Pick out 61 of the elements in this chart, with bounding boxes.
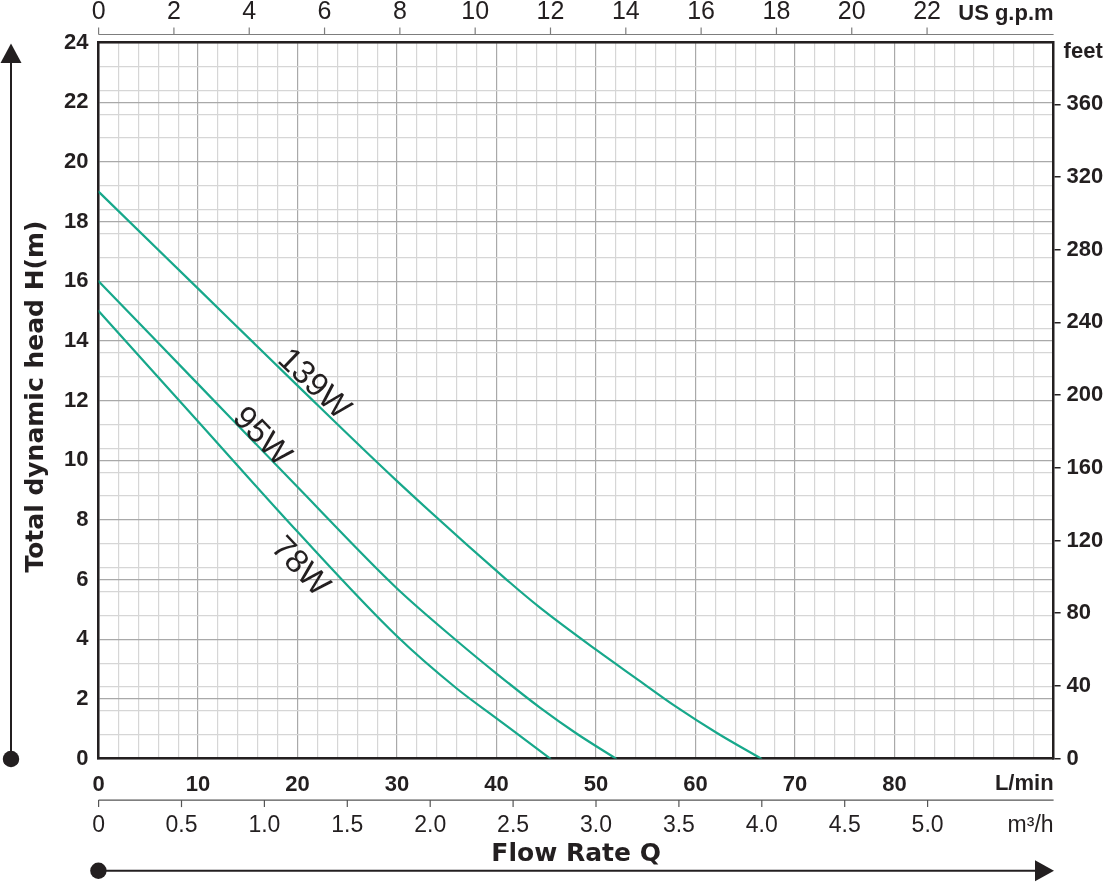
x2-tick-label: 18 [762,0,791,25]
text: 1.0 [248,810,281,837]
y-axis-title: Total dynamic head H(m) [20,220,49,573]
x2-tick-label: 12 [536,0,565,25]
y-tick-label: 24 [64,28,90,54]
x2-axis-title: US g.p.m [958,0,1054,25]
x2-tick-label: 20 [837,0,866,25]
y-tick-label: 8 [76,505,89,531]
x-axis-title: Flow Rate Q [491,838,661,868]
y-tick-label: 22 [64,88,89,114]
line-series [98,190,763,759]
x2-tick-label: 10 [461,0,490,25]
text: 2.0 [414,810,447,837]
y2-tick-label: 320 [1066,163,1104,189]
x-tick-label: 80 [882,770,907,796]
y2-tick-label: 0 [1066,744,1079,770]
text: 2.5 [497,810,530,837]
x2-tick-label: 6 [317,0,332,25]
x2-tick-label: 14 [611,0,640,25]
text: 5.0 [911,810,944,837]
y2-axis-title: feet [1063,37,1104,63]
text: m³/h [1007,810,1054,837]
y-tick-label: 2 [76,684,89,710]
y-tick-label: 12 [64,386,89,412]
y2-tick-label: 360 [1066,90,1104,116]
y-tick-label: 20 [64,147,89,173]
y2-tick-label: 240 [1066,308,1104,334]
text: 3.5 [662,810,695,837]
text: 3.0 [580,810,612,837]
x-tick-label: 60 [683,770,708,796]
x-tick-label: 70 [782,770,808,796]
x2-tick-label: 4 [242,0,257,25]
text: 1.5 [331,810,364,837]
x2-tick-label: 2 [166,0,181,25]
y-tick-label: 6 [76,565,89,591]
x2-tick-label: 16 [687,0,716,25]
x2-tick-label: 22 [913,0,941,25]
y-tick-label: 18 [64,207,89,233]
x-tick-label: 10 [185,770,211,796]
x-tick-label: 30 [384,770,410,796]
y2-tick-label: 280 [1066,235,1104,261]
text: 0.5 [165,810,198,837]
line-series [98,309,552,759]
y2-tick-label: 40 [1066,671,1092,697]
text: 4.0 [745,810,778,837]
line-series [98,280,617,759]
y-tick-label: 16 [64,267,89,293]
y-tick-label: 14 [64,326,90,352]
text: 4.5 [828,810,861,837]
y-tick-label: 10 [64,446,89,472]
y2-tick-label: 200 [1066,381,1104,407]
text: L/min [994,770,1054,796]
y-tick-label: 4 [76,625,90,651]
y2-tick-label: 160 [1066,453,1104,479]
y2-tick-label: 80 [1066,599,1092,625]
y-tick-label: 0 [76,744,89,770]
x2-tick-label: 8 [392,0,407,25]
y2-tick-label: 120 [1066,526,1104,552]
x-tick-label: 40 [484,770,509,796]
x-tick-label: 20 [285,770,310,796]
x-tick-label: 50 [583,770,609,796]
